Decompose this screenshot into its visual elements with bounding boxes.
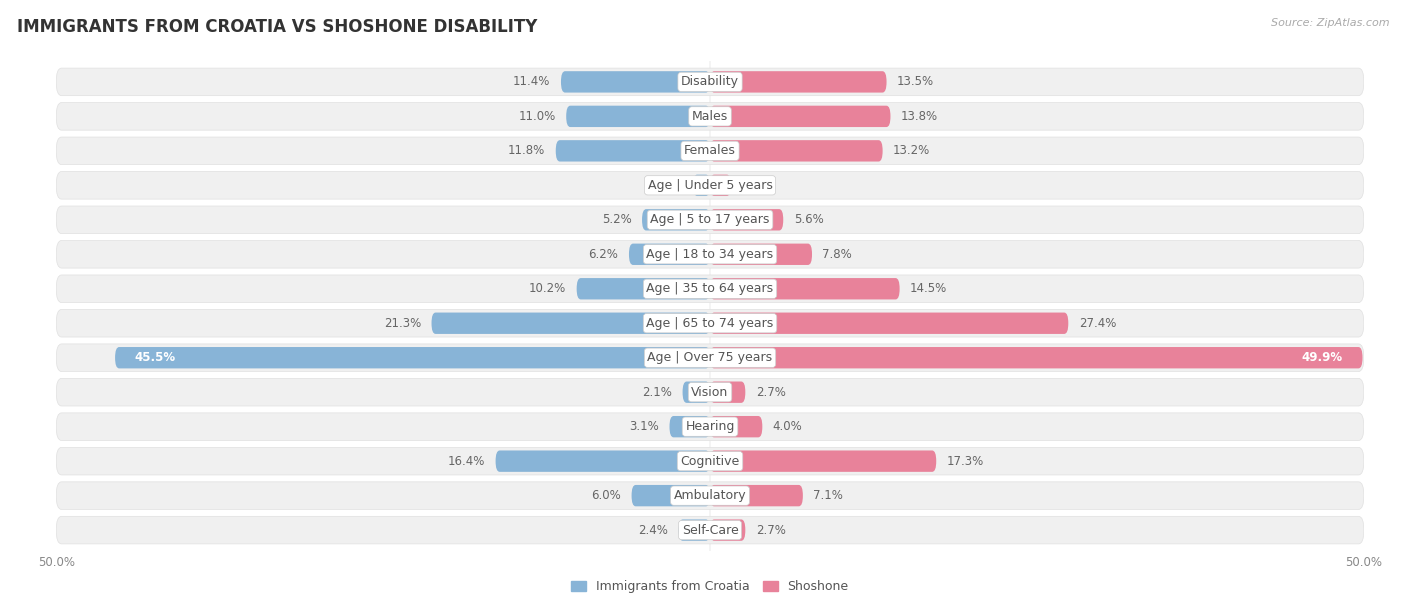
Text: 7.1%: 7.1% bbox=[813, 489, 844, 502]
Text: 7.8%: 7.8% bbox=[823, 248, 852, 261]
Text: Hearing: Hearing bbox=[685, 420, 735, 433]
FancyBboxPatch shape bbox=[555, 140, 710, 162]
FancyBboxPatch shape bbox=[643, 209, 710, 231]
FancyBboxPatch shape bbox=[576, 278, 710, 299]
Text: Ambulatory: Ambulatory bbox=[673, 489, 747, 502]
Text: 11.4%: 11.4% bbox=[513, 75, 551, 88]
FancyBboxPatch shape bbox=[561, 71, 710, 92]
FancyBboxPatch shape bbox=[710, 313, 1069, 334]
Text: 45.5%: 45.5% bbox=[135, 351, 176, 364]
Text: 11.0%: 11.0% bbox=[519, 110, 555, 123]
FancyBboxPatch shape bbox=[56, 310, 1364, 337]
Text: Disability: Disability bbox=[681, 75, 740, 88]
FancyBboxPatch shape bbox=[710, 244, 813, 265]
Text: 14.5%: 14.5% bbox=[910, 282, 948, 295]
FancyBboxPatch shape bbox=[631, 485, 710, 506]
Text: Age | 65 to 74 years: Age | 65 to 74 years bbox=[647, 317, 773, 330]
Text: Source: ZipAtlas.com: Source: ZipAtlas.com bbox=[1271, 18, 1389, 28]
Text: 21.3%: 21.3% bbox=[384, 317, 420, 330]
FancyBboxPatch shape bbox=[567, 106, 710, 127]
FancyBboxPatch shape bbox=[710, 416, 762, 438]
FancyBboxPatch shape bbox=[56, 344, 1364, 371]
Text: 2.7%: 2.7% bbox=[756, 386, 786, 398]
FancyBboxPatch shape bbox=[56, 482, 1364, 509]
FancyBboxPatch shape bbox=[710, 209, 783, 231]
Text: 16.4%: 16.4% bbox=[447, 455, 485, 468]
Text: Age | 35 to 64 years: Age | 35 to 64 years bbox=[647, 282, 773, 295]
FancyBboxPatch shape bbox=[56, 68, 1364, 95]
Text: 1.3%: 1.3% bbox=[652, 179, 682, 192]
FancyBboxPatch shape bbox=[679, 520, 710, 541]
Text: 1.6%: 1.6% bbox=[741, 179, 772, 192]
FancyBboxPatch shape bbox=[693, 174, 710, 196]
FancyBboxPatch shape bbox=[56, 378, 1364, 406]
Text: 4.0%: 4.0% bbox=[773, 420, 803, 433]
Text: Age | Under 5 years: Age | Under 5 years bbox=[648, 179, 772, 192]
FancyBboxPatch shape bbox=[115, 347, 710, 368]
Legend: Immigrants from Croatia, Shoshone: Immigrants from Croatia, Shoshone bbox=[567, 575, 853, 599]
Text: 13.2%: 13.2% bbox=[893, 144, 931, 157]
Text: 3.1%: 3.1% bbox=[630, 420, 659, 433]
Text: 13.5%: 13.5% bbox=[897, 75, 934, 88]
Text: Vision: Vision bbox=[692, 386, 728, 398]
Text: 2.1%: 2.1% bbox=[643, 386, 672, 398]
Text: 5.6%: 5.6% bbox=[794, 214, 824, 226]
FancyBboxPatch shape bbox=[669, 416, 710, 438]
FancyBboxPatch shape bbox=[56, 275, 1364, 302]
Text: 6.0%: 6.0% bbox=[592, 489, 621, 502]
Text: 6.2%: 6.2% bbox=[589, 248, 619, 261]
FancyBboxPatch shape bbox=[710, 174, 731, 196]
Text: IMMIGRANTS FROM CROATIA VS SHOSHONE DISABILITY: IMMIGRANTS FROM CROATIA VS SHOSHONE DISA… bbox=[17, 18, 537, 36]
FancyBboxPatch shape bbox=[56, 103, 1364, 130]
FancyBboxPatch shape bbox=[56, 413, 1364, 441]
FancyBboxPatch shape bbox=[682, 381, 710, 403]
FancyBboxPatch shape bbox=[710, 381, 745, 403]
Text: 17.3%: 17.3% bbox=[946, 455, 984, 468]
Text: 5.2%: 5.2% bbox=[602, 214, 631, 226]
Text: Age | 18 to 34 years: Age | 18 to 34 years bbox=[647, 248, 773, 261]
Text: 49.9%: 49.9% bbox=[1302, 351, 1343, 364]
FancyBboxPatch shape bbox=[432, 313, 710, 334]
Text: Males: Males bbox=[692, 110, 728, 123]
FancyBboxPatch shape bbox=[56, 206, 1364, 234]
Text: 27.4%: 27.4% bbox=[1078, 317, 1116, 330]
Text: 10.2%: 10.2% bbox=[529, 282, 567, 295]
FancyBboxPatch shape bbox=[56, 171, 1364, 199]
Text: Self-Care: Self-Care bbox=[682, 524, 738, 537]
Text: 2.7%: 2.7% bbox=[756, 524, 786, 537]
Text: Age | 5 to 17 years: Age | 5 to 17 years bbox=[651, 214, 769, 226]
FancyBboxPatch shape bbox=[710, 347, 1362, 368]
FancyBboxPatch shape bbox=[710, 520, 745, 541]
FancyBboxPatch shape bbox=[56, 241, 1364, 268]
FancyBboxPatch shape bbox=[628, 244, 710, 265]
Text: Females: Females bbox=[685, 144, 735, 157]
Text: Cognitive: Cognitive bbox=[681, 455, 740, 468]
FancyBboxPatch shape bbox=[710, 140, 883, 162]
Text: Age | Over 75 years: Age | Over 75 years bbox=[648, 351, 772, 364]
Text: 13.8%: 13.8% bbox=[901, 110, 938, 123]
FancyBboxPatch shape bbox=[495, 450, 710, 472]
FancyBboxPatch shape bbox=[710, 71, 887, 92]
FancyBboxPatch shape bbox=[56, 447, 1364, 475]
Text: 2.4%: 2.4% bbox=[638, 524, 668, 537]
FancyBboxPatch shape bbox=[56, 517, 1364, 544]
FancyBboxPatch shape bbox=[710, 106, 890, 127]
FancyBboxPatch shape bbox=[710, 450, 936, 472]
Text: 11.8%: 11.8% bbox=[508, 144, 546, 157]
FancyBboxPatch shape bbox=[56, 137, 1364, 165]
FancyBboxPatch shape bbox=[710, 485, 803, 506]
FancyBboxPatch shape bbox=[710, 278, 900, 299]
